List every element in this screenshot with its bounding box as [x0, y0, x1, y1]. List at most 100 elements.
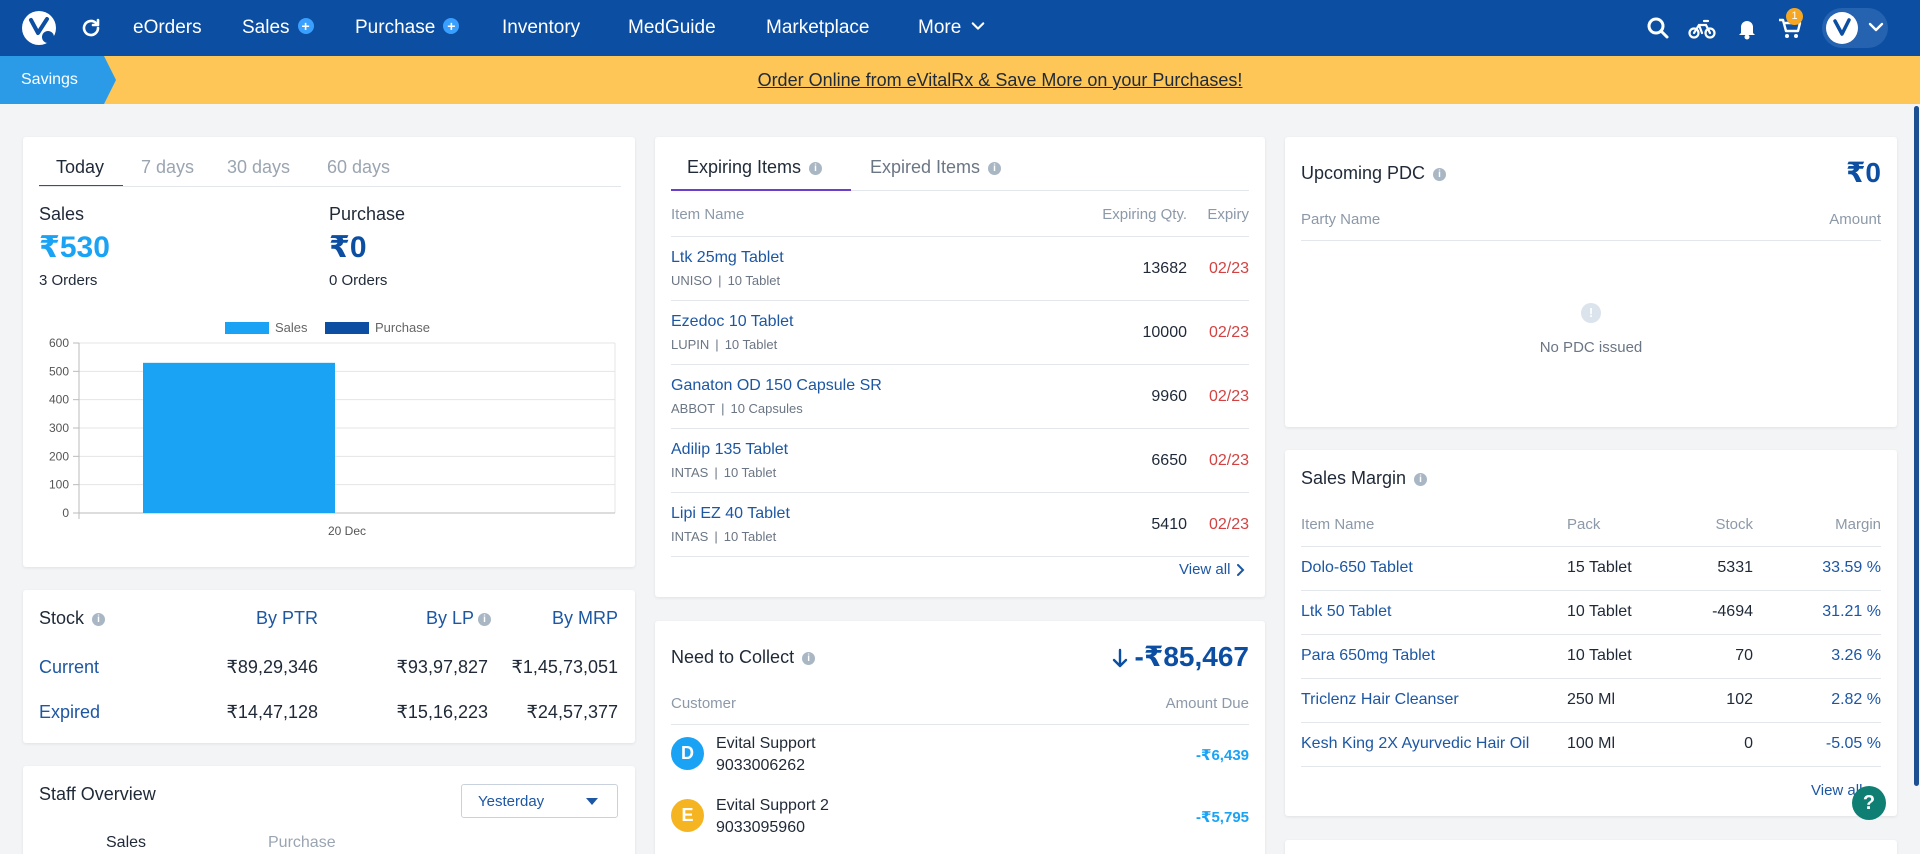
customer-avatar: D: [671, 737, 704, 770]
bar-sales[interactable]: [143, 362, 335, 513]
tab-expiring-items[interactable]: Expiring Items i: [687, 157, 823, 178]
tab-60-days[interactable]: 60 days: [327, 157, 391, 177]
row-divider: [671, 364, 1249, 365]
margin-item-name[interactable]: Kesh King 2X Ayurvedic Hair Oil: [1301, 735, 1530, 752]
margin-stock: 102: [1726, 691, 1753, 708]
margin-percent: -5.05 %: [1825, 735, 1881, 752]
upcoming-pdc-title-text: Upcoming PDC: [1301, 163, 1426, 183]
staff-tab-sales[interactable]: Sales: [106, 834, 147, 851]
expiring-item-name[interactable]: Ganaton OD 150 Capsule SR: [671, 377, 882, 394]
margin-pack: 100 Ml: [1567, 735, 1616, 752]
next-card: [1285, 840, 1897, 854]
tab-7-days[interactable]: 7 days: [141, 157, 195, 177]
notification-bell-icon[interactable]: [1733, 14, 1761, 42]
nav-purchase[interactable]: Purchase +: [355, 0, 460, 56]
purchase-add-icon[interactable]: +: [443, 17, 460, 34]
tab-30-days[interactable]: 30 days: [227, 157, 291, 177]
need-to-collect-title-text: Need to Collect: [671, 647, 795, 667]
evitalrx-logo[interactable]: [22, 11, 56, 45]
empty-state-icon: !: [1581, 303, 1601, 323]
expiring-view-all-link[interactable]: View all: [1179, 561, 1246, 578]
upcoming-pdc-card: Upcoming PDC i ₹0 Party Name Amount ! No …: [1285, 137, 1897, 427]
row-divider: [671, 492, 1249, 493]
tab-expired-items[interactable]: Expired Items i: [870, 157, 1002, 178]
need-to-collect-total: -₹85,467: [1055, 640, 1249, 673]
expiring-item-name[interactable]: Ezedoc 10 Tablet: [671, 313, 794, 330]
refresh-icon[interactable]: [79, 16, 103, 40]
info-icon[interactable]: i: [1414, 472, 1428, 486]
customer-phone: 9033095960: [716, 819, 805, 836]
info-icon[interactable]: i: [988, 161, 1002, 175]
help-button[interactable]: ?: [1852, 786, 1886, 820]
amount-due: -₹6,439: [1196, 747, 1249, 764]
delivery-bike-icon[interactable]: [1688, 14, 1716, 42]
staff-period-select[interactable]: Yesterday: [461, 784, 618, 818]
by-mrp-header: By MRP: [551, 608, 618, 628]
y-tick-label: 0: [62, 506, 69, 520]
row-divider: [671, 556, 1249, 557]
info-icon[interactable]: i: [478, 612, 491, 626]
nav-more[interactable]: More: [918, 0, 985, 56]
y-tick-label: 100: [49, 478, 69, 492]
amount-due: -₹5,795: [1196, 809, 1249, 826]
nav-inventory[interactable]: Inventory: [502, 17, 581, 38]
margin-pack: 250 Ml: [1567, 691, 1616, 708]
sales-margin-title: Sales Margin i: [1301, 468, 1428, 489]
margin-item-name[interactable]: Dolo-650 Tablet: [1301, 559, 1413, 576]
legend-swatch: [325, 322, 369, 334]
upcoming-pdc-title: Upcoming PDC i: [1301, 163, 1447, 184]
upcoming-pdc-amount: ₹0: [1845, 157, 1881, 188]
customer-name[interactable]: Evital Support: [716, 735, 816, 752]
by-lp-label: By LP: [425, 608, 474, 628]
profile-menu[interactable]: [1822, 8, 1888, 48]
stock-row-expired-label[interactable]: Expired: [39, 702, 101, 722]
nav-eorders[interactable]: eOrders: [133, 17, 202, 38]
sales-add-icon[interactable]: +: [297, 17, 314, 34]
separator: |: [714, 529, 718, 544]
margin-item-name[interactable]: Ltk 50 Tablet: [1301, 603, 1392, 620]
stock-current-ptr: ₹89,29,346: [226, 657, 318, 677]
expiry-date: 02/23: [1208, 324, 1249, 341]
sales-margin-title-text: Sales Margin: [1301, 468, 1407, 488]
tab-today[interactable]: Today: [56, 157, 105, 177]
margin-percent: 3.26 %: [1831, 647, 1881, 664]
nav-medguide[interactable]: MedGuide: [628, 17, 716, 38]
margin-item-name[interactable]: Para 650mg Tablet: [1301, 647, 1436, 664]
nav-marketplace[interactable]: Marketplace: [766, 17, 870, 38]
manufacturer: INTAS: [671, 465, 709, 480]
expiring-item-name[interactable]: Adilip 135 Tablet: [671, 441, 789, 458]
separator: |: [721, 401, 725, 416]
col-expiring-qty: Expiring Qty.: [1102, 206, 1187, 223]
col-party-name: Party Name: [1301, 211, 1381, 228]
legend-label: Purchase: [375, 320, 430, 335]
margin-item-name[interactable]: Triclenz Hair Cleanser: [1301, 691, 1459, 708]
info-icon[interactable]: i: [809, 161, 823, 175]
promo-link[interactable]: Order Online from eVitalRx & Save More o…: [757, 70, 1243, 90]
margin-stock: -4694: [1712, 603, 1753, 620]
staff-tab-purchase[interactable]: Purchase: [268, 834, 336, 851]
by-ptr-header: By PTR: [255, 608, 318, 628]
expiring-item-name[interactable]: Lipi EZ 40 Tablet: [671, 505, 790, 522]
nav-sales[interactable]: Sales +: [242, 0, 314, 56]
chart-legend: Sales Purchase: [225, 320, 430, 335]
row-divider: [1301, 634, 1881, 635]
page-scrollbar[interactable]: [1914, 106, 1919, 786]
separator: |: [718, 273, 722, 288]
search-icon[interactable]: [1644, 14, 1672, 42]
stock-expired-ptr: ₹14,47,128: [226, 702, 318, 722]
col-item-name: Item Name: [671, 206, 745, 223]
margin-view-all-link[interactable]: View all: [1811, 782, 1863, 799]
legend-label: Sales: [275, 320, 308, 335]
cart-count-badge: 1: [1786, 8, 1803, 25]
info-icon[interactable]: i: [1433, 167, 1447, 181]
info-icon[interactable]: i: [92, 612, 106, 626]
col-item-name: Item Name: [1301, 516, 1375, 533]
expiring-item-name[interactable]: Ltk 25mg Tablet: [671, 249, 784, 266]
expiring-item-meta: UNISO | 10 Tablet: [671, 273, 780, 288]
stock-row-current-label[interactable]: Current: [39, 657, 100, 677]
no-pdc-text: No PDC issued: [1539, 339, 1643, 356]
info-icon[interactable]: i: [802, 651, 816, 665]
stock-card: Stock i By PTR By LP i By MRP Current ₹89,…: [23, 590, 635, 743]
customer-name[interactable]: Evital Support 2: [716, 797, 829, 814]
sales-purchase-chart: Sales Purchase 0 100 200 300 400 500 600 20 Dec: [49, 320, 616, 538]
